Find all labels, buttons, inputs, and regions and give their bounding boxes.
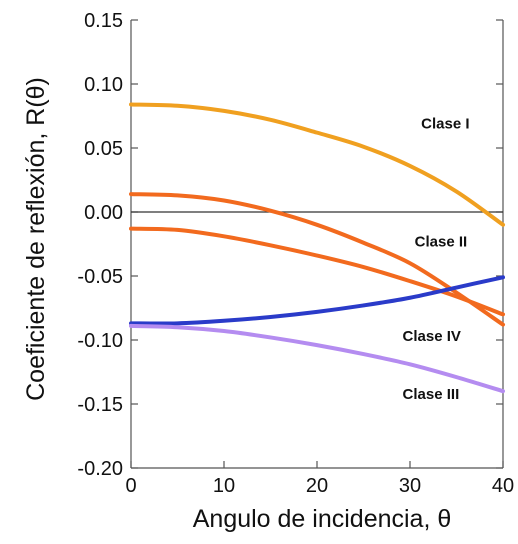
series-line-5 [129, 323, 505, 394]
class-label-3: Clase IV [403, 328, 461, 345]
series-line-4 [129, 275, 505, 326]
x-axis-title: Angulo de incidencia, θ [193, 505, 452, 533]
x-tick-label: 40 [492, 475, 514, 497]
x-tick-label: 20 [306, 475, 328, 497]
y-tick-label: 0.05 [84, 138, 123, 160]
y-tick-label: -0.20 [77, 458, 123, 480]
x-tick-label: 0 [125, 475, 136, 497]
y-tick-label: -0.15 [77, 394, 123, 416]
series-line-1 [129, 102, 505, 227]
class-label-4: Clase III [403, 386, 460, 403]
plot-frame [130, 20, 504, 469]
axis-ticks: 0.15 0.10 0.05 0.00 -0.05 -0.10 -0.15 -0.200 10 2… [77, 10, 514, 497]
x-tick-label: 10 [213, 475, 235, 497]
y-axis-title: Coeficiente de reflexión, R(θ) [22, 77, 50, 401]
plot-background [131, 20, 503, 468]
y-tick-label: 0.10 [84, 74, 123, 96]
class-label-1: Clase I [421, 116, 469, 133]
class-label-2: Clase II [415, 233, 468, 250]
y-tick-label: -0.10 [77, 330, 123, 352]
series-line-2 [129, 192, 505, 327]
y-tick-label: 0.00 [84, 202, 123, 224]
y-tick-label: -0.05 [77, 266, 123, 288]
y-tick-label: 0.15 [84, 10, 123, 32]
class-labels: Clase I Clase II Clase IV Clase III [403, 116, 470, 403]
series-group [129, 102, 505, 394]
x-tick-label: 30 [399, 475, 421, 497]
